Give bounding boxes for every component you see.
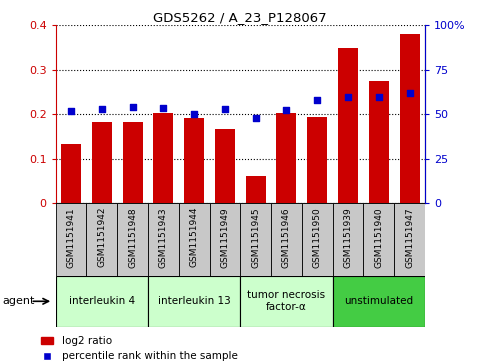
Text: GSM1151942: GSM1151942: [97, 207, 106, 268]
Bar: [271, 203, 302, 276]
Bar: [215, 129, 235, 203]
Text: GSM1151946: GSM1151946: [282, 207, 291, 268]
Point: [283, 107, 290, 113]
Bar: [307, 117, 327, 203]
Point: [67, 108, 75, 114]
Text: GSM1151941: GSM1151941: [67, 207, 75, 268]
Point: [159, 105, 167, 111]
Bar: [276, 113, 297, 203]
Bar: [148, 276, 241, 327]
Bar: [394, 203, 425, 276]
Point: [252, 115, 259, 121]
Point: [313, 97, 321, 103]
Point: [128, 104, 136, 110]
Bar: [302, 203, 333, 276]
Bar: [333, 276, 425, 327]
Text: GSM1151950: GSM1151950: [313, 207, 322, 268]
Point: [406, 90, 413, 96]
Bar: [153, 113, 173, 203]
Bar: [56, 203, 86, 276]
Point: [98, 106, 106, 112]
Text: interleukin 13: interleukin 13: [158, 296, 230, 306]
Bar: [210, 203, 240, 276]
Text: agent: agent: [2, 296, 35, 306]
Bar: [369, 81, 389, 203]
Bar: [333, 203, 364, 276]
Bar: [399, 34, 420, 203]
Bar: [123, 122, 142, 203]
Bar: [338, 48, 358, 203]
Bar: [117, 203, 148, 276]
Text: GSM1151943: GSM1151943: [159, 207, 168, 268]
Title: GDS5262 / A_23_P128067: GDS5262 / A_23_P128067: [154, 11, 327, 24]
Text: GSM1151945: GSM1151945: [251, 207, 260, 268]
Bar: [86, 203, 117, 276]
Bar: [61, 144, 81, 203]
Text: GSM1151949: GSM1151949: [220, 207, 229, 268]
Text: GSM1151940: GSM1151940: [374, 207, 384, 268]
Bar: [240, 203, 271, 276]
Bar: [56, 276, 148, 327]
Bar: [246, 176, 266, 203]
Text: GSM1151948: GSM1151948: [128, 207, 137, 268]
Point: [344, 94, 352, 99]
Bar: [179, 203, 210, 276]
Text: unstimulated: unstimulated: [344, 296, 413, 306]
Bar: [92, 122, 112, 203]
Point: [221, 106, 229, 112]
Text: interleukin 4: interleukin 4: [69, 296, 135, 306]
Legend: log2 ratio, percentile rank within the sample: log2 ratio, percentile rank within the s…: [37, 332, 242, 363]
Text: GSM1151947: GSM1151947: [405, 207, 414, 268]
Text: tumor necrosis
factor-α: tumor necrosis factor-α: [247, 290, 326, 312]
Bar: [184, 118, 204, 203]
Text: GSM1151944: GSM1151944: [190, 207, 199, 268]
Bar: [364, 203, 394, 276]
Bar: [240, 276, 333, 327]
Point: [375, 94, 383, 100]
Bar: [148, 203, 179, 276]
Text: GSM1151939: GSM1151939: [343, 207, 353, 268]
Point: [190, 111, 198, 117]
